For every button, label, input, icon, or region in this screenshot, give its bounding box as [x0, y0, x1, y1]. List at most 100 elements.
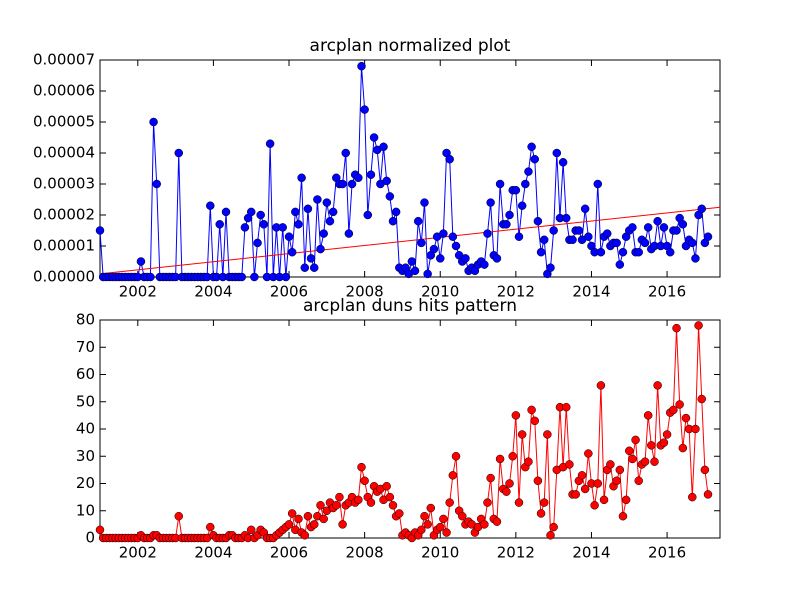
data-point — [206, 201, 215, 210]
data-point — [442, 528, 451, 537]
y-tick-label: 70 — [76, 338, 95, 356]
data-point — [577, 471, 587, 480]
data-point — [366, 170, 376, 179]
data-point — [688, 492, 697, 502]
data-point — [338, 520, 347, 529]
data-point — [678, 220, 688, 229]
data-point — [439, 514, 448, 524]
data-point — [549, 226, 558, 235]
data-point — [426, 503, 436, 513]
data-point — [621, 495, 631, 505]
data-point — [593, 179, 603, 189]
data-point — [521, 179, 530, 189]
data-point — [240, 223, 250, 232]
data-point — [584, 232, 593, 241]
data-point — [643, 411, 653, 420]
data-point — [246, 207, 256, 217]
data-point — [492, 517, 502, 526]
plot-frame — [99, 59, 721, 278]
data-point — [379, 142, 388, 152]
data-point — [448, 471, 458, 480]
data-point — [420, 198, 429, 207]
data-point — [382, 176, 391, 186]
data-point — [615, 260, 625, 269]
data-point — [174, 511, 183, 521]
data-point — [524, 457, 533, 466]
data-point — [628, 454, 637, 464]
data-point — [536, 509, 546, 518]
data-point — [417, 525, 426, 535]
data-point — [502, 220, 511, 229]
data-point — [294, 220, 303, 229]
data-point — [347, 179, 357, 189]
data-point — [697, 394, 706, 404]
data-point — [606, 460, 615, 469]
data-point — [647, 441, 656, 450]
data-point — [322, 198, 332, 207]
data-point — [615, 465, 625, 475]
data-point — [527, 405, 536, 415]
data-point — [527, 142, 536, 152]
data-point — [253, 238, 262, 248]
x-tick-label: 2006 — [270, 283, 308, 301]
data-point — [354, 495, 363, 505]
data-point — [451, 241, 461, 251]
data-point — [313, 195, 322, 204]
x-tick-label: 2006 — [270, 544, 308, 562]
data-point — [281, 272, 291, 282]
data-point — [448, 232, 458, 241]
data-point — [250, 272, 259, 282]
data-point — [319, 514, 328, 524]
data-point — [502, 487, 511, 496]
data-point — [357, 61, 366, 71]
data-point — [618, 511, 628, 521]
data-point — [395, 509, 404, 518]
data-point — [354, 173, 363, 183]
data-point — [571, 490, 580, 499]
data-point — [561, 213, 571, 223]
data-point — [552, 148, 562, 158]
data-point — [511, 411, 521, 420]
data-point — [539, 235, 549, 245]
x-tick-label: 2004 — [194, 283, 232, 301]
data-point — [634, 247, 643, 257]
data-point — [480, 260, 489, 269]
data-point — [391, 207, 401, 217]
data-point — [514, 498, 524, 507]
data-point — [703, 490, 713, 499]
x-tick-label: 2002 — [119, 283, 157, 301]
chart-title: arcplan duns hits pattern — [303, 296, 517, 316]
data-point — [265, 139, 275, 148]
data-point — [565, 460, 574, 469]
data-point — [549, 522, 558, 532]
data-point — [385, 192, 395, 201]
data-point — [618, 247, 628, 257]
x-tick-label: 2012 — [497, 283, 535, 301]
data-point — [410, 266, 420, 276]
data-point — [533, 476, 543, 486]
data-point — [309, 520, 319, 529]
data-point — [297, 173, 306, 183]
data-point — [612, 238, 621, 248]
data-point — [486, 198, 495, 207]
data-point — [300, 531, 310, 540]
y-tick-label: 0.00003 — [33, 175, 95, 193]
data-point — [612, 476, 621, 486]
data-point — [662, 430, 672, 439]
y-tick-label: 0.00000 — [33, 268, 95, 286]
data-point — [259, 220, 269, 229]
data-point — [325, 216, 335, 226]
data-point — [146, 272, 155, 282]
data-point — [628, 223, 637, 232]
data-point — [574, 226, 584, 235]
data-point — [369, 133, 379, 142]
data-point — [294, 514, 303, 524]
data-point — [495, 454, 505, 464]
data-point — [596, 381, 606, 390]
data-point — [530, 154, 540, 164]
data-point — [659, 223, 669, 232]
data-point — [221, 207, 231, 217]
data-point — [602, 229, 612, 238]
data-point — [543, 430, 552, 439]
y-tick-label: 0.00004 — [33, 144, 95, 162]
